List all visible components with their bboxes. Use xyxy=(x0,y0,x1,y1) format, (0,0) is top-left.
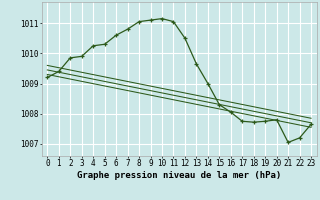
X-axis label: Graphe pression niveau de la mer (hPa): Graphe pression niveau de la mer (hPa) xyxy=(77,171,281,180)
